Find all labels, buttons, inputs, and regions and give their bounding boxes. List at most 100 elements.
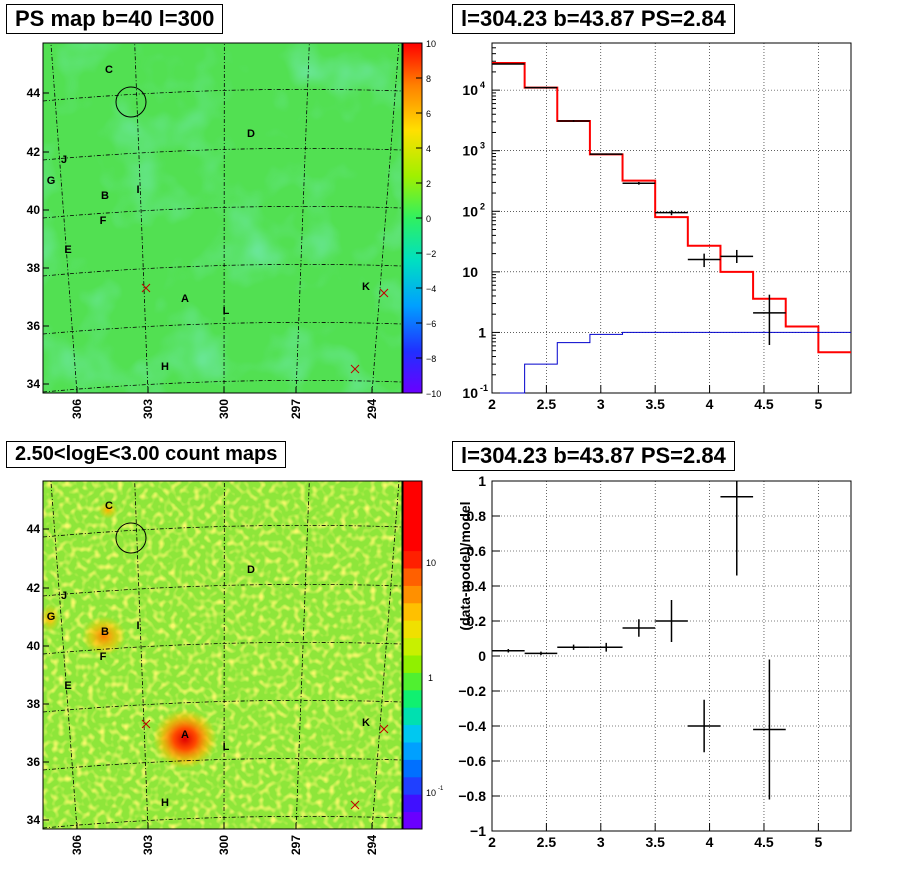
- count-colorbar-block: [403, 533, 422, 552]
- source-label-a: A: [181, 293, 189, 305]
- lat-tick-label: 40: [27, 203, 41, 217]
- residual-x-tick-label: 4: [706, 834, 714, 850]
- count-colorbar-label: 10: [426, 558, 436, 568]
- source-label-i: I: [136, 184, 139, 196]
- ps-colorbar-label: 2: [426, 179, 431, 189]
- cross-marker: [379, 288, 389, 298]
- lat-gridline: [42, 583, 403, 597]
- lat-gridline: [42, 321, 403, 335]
- source-label-j: J: [61, 154, 67, 166]
- count-colorbar-block: [403, 707, 422, 726]
- spectrum-y-tick-label: 10: [462, 203, 478, 219]
- count-colorbar-block: [403, 585, 422, 604]
- residual-y-tick-label: 1: [478, 473, 486, 489]
- source-label-j: J: [61, 590, 67, 602]
- lon-tick-label: 303: [141, 835, 155, 855]
- count-map-source-labels: A B C D E F G H I J K L: [47, 500, 370, 809]
- residual-y-tick-label: 0.8: [467, 508, 487, 524]
- ps-map-mottle: [43, 43, 402, 393]
- ps-colorbar-labels: 10 8 6 4 2 0 −2 −4 −6 −8 −10: [416, 39, 441, 399]
- spectrum-x-tick-label: 2: [488, 396, 496, 412]
- lat-gridline: [42, 699, 403, 713]
- residual-y-tick-label: −0.6: [458, 753, 486, 769]
- source-a-blob: [153, 709, 217, 769]
- lon-tick-label: 297: [289, 835, 303, 855]
- lat-tick-label: 42: [27, 581, 41, 595]
- count-colorbar-block: [403, 655, 422, 673]
- residual-y-tick-label: 0.4: [467, 578, 487, 594]
- spectrum-y-tick-exponent: 3: [480, 141, 485, 151]
- source-label-l: L: [223, 741, 230, 753]
- count-map-panel: A B C D E F G H I J K L 34 36 38 40 42 44 306 303 300 297 294…: [27, 480, 444, 855]
- spectrum-y-tick-label: 10: [462, 143, 478, 159]
- lon-gridline: [295, 42, 310, 394]
- ps-colorbar-label: 10: [426, 39, 436, 49]
- count-map-markers: [115, 522, 389, 810]
- ps-map-markers: [115, 86, 389, 374]
- source-c-blob: [98, 501, 118, 519]
- count-colorbar-block: [403, 794, 422, 813]
- source-g-blob: [40, 604, 60, 632]
- residual-title: l=304.23 b=43.87 PS=2.84: [452, 441, 735, 471]
- source-label-b: B: [101, 626, 109, 638]
- count-colorbar-block: [403, 776, 422, 795]
- residual-y-tick-label: 0: [478, 648, 486, 664]
- lon-gridline: [50, 480, 78, 830]
- residual-y-tick-label: 0.6: [467, 543, 487, 559]
- lon-tick-label: 294: [365, 835, 379, 855]
- count-colorbar-block: [403, 689, 422, 708]
- lon-gridline: [134, 42, 149, 394]
- cross-marker: [379, 724, 389, 734]
- residual-x-tick-label: 3: [597, 834, 605, 850]
- spectrum-y-tick-label: 10: [462, 264, 478, 280]
- lat-tick-label: 36: [27, 319, 41, 333]
- source-label-l: L: [223, 305, 230, 317]
- spectrum-x-tick-label: 3.5: [645, 396, 665, 412]
- spectrum-x-tick-label: 4.5: [754, 396, 774, 412]
- source-label-a: A: [181, 729, 189, 741]
- count-colorbar-block: [403, 568, 422, 586]
- lat-gridline: [42, 88, 403, 102]
- count-colorbar-block: [403, 724, 422, 743]
- ps-map-grid: [42, 42, 403, 394]
- count-map-grid: [42, 480, 403, 830]
- count-colorbar-block: [403, 550, 422, 569]
- ps-colorbar-label: −8: [426, 354, 436, 364]
- source-label-g: G: [47, 175, 56, 187]
- source-label-h: H: [161, 361, 169, 373]
- source-label-k: K: [362, 717, 370, 729]
- spectrum-y-tick-exponent: 2: [480, 201, 485, 211]
- lat-tick-label: 36: [27, 755, 41, 769]
- count-colorbar-label: 10: [426, 788, 436, 798]
- residual-ylabel: (data-model)/model: [457, 501, 473, 630]
- spectrum-y-tick-label: 10: [462, 385, 478, 401]
- source-label-f: F: [100, 651, 107, 663]
- spectrum-y-tick-label: 1: [478, 324, 486, 340]
- count-colorbar-block: [403, 811, 422, 830]
- source-label-i: I: [136, 620, 139, 632]
- lon-tick-label: 294: [365, 399, 379, 419]
- count-colorbar-block: [403, 759, 422, 778]
- ps-colorbar-label: −10: [426, 389, 441, 399]
- selected-source-circle: [115, 522, 147, 554]
- spectrum-title: l=304.23 b=43.87 PS=2.84: [452, 4, 735, 34]
- lat-tick-label: 42: [27, 145, 41, 159]
- count-map-title: 2.50<logE<3.00 count maps: [6, 441, 287, 468]
- lon-tick-label: 300: [217, 835, 231, 855]
- lat-gridline: [42, 815, 403, 829]
- source-label-c: C: [105, 64, 113, 76]
- count-colorbar-block: [403, 672, 422, 691]
- source-label-c: C: [105, 500, 113, 512]
- source-label-h: H: [161, 797, 169, 809]
- ps-colorbar-label: 8: [426, 74, 431, 84]
- residual-series: [492, 481, 786, 800]
- spectrum-x-tick-label: 2.5: [537, 396, 557, 412]
- lon-gridline: [134, 480, 149, 830]
- lon-tick-label: 303: [141, 399, 155, 419]
- lat-tick-label: 40: [27, 639, 41, 653]
- lat-tick-label: 34: [27, 813, 41, 827]
